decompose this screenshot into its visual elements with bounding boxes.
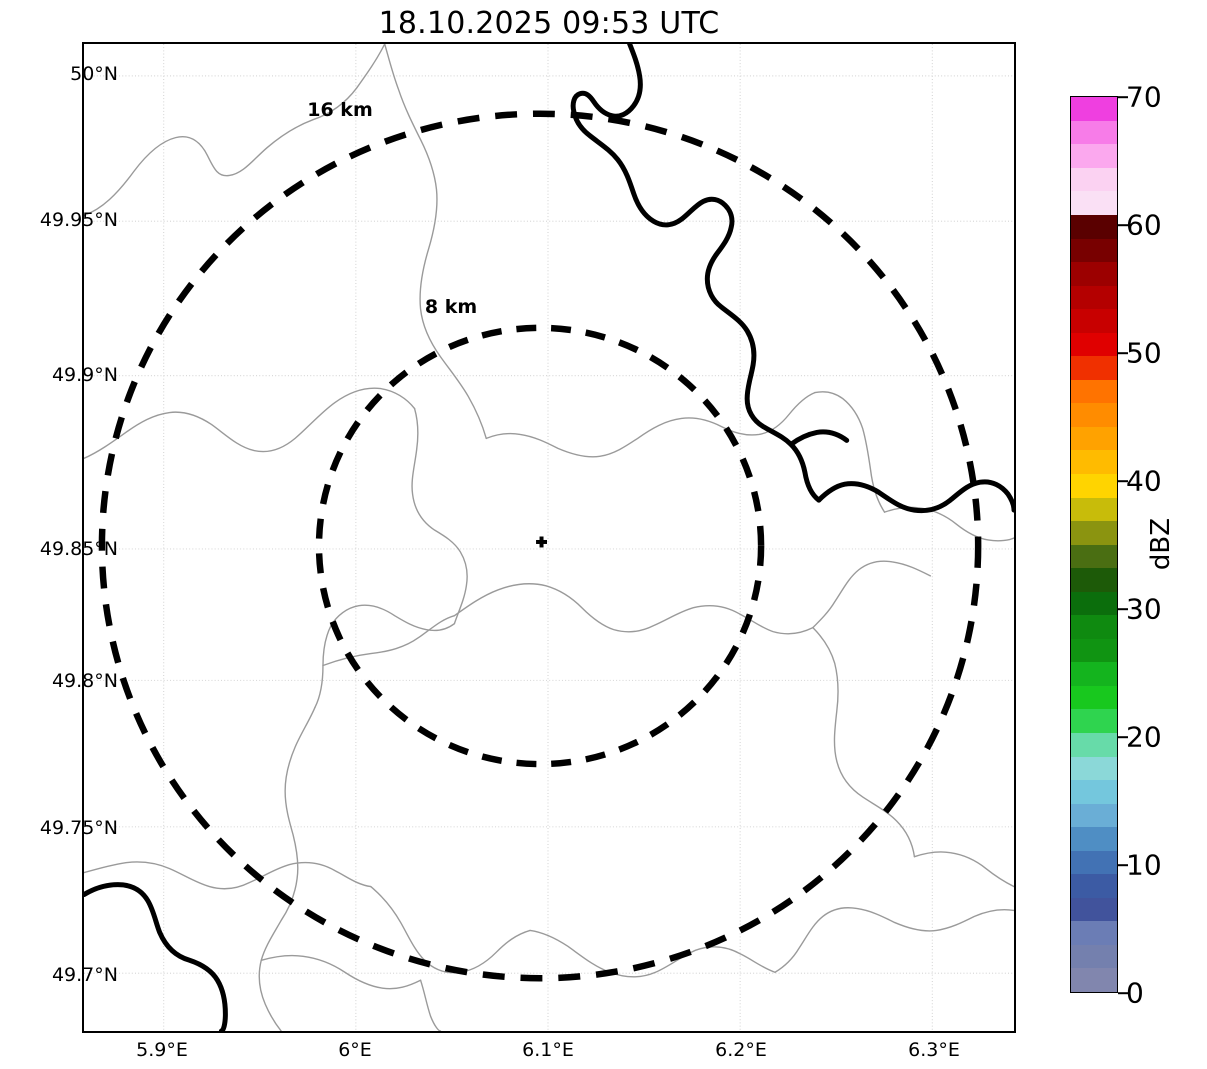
colorbar-band bbox=[1071, 897, 1117, 922]
colorbar-tickmark bbox=[1118, 352, 1128, 354]
gridlines bbox=[84, 44, 1014, 1031]
colorbar-band bbox=[1071, 450, 1117, 474]
range-ring-label-8km: 8 km bbox=[424, 296, 478, 318]
colorbar-band bbox=[1071, 780, 1117, 804]
radar-center-marker bbox=[536, 536, 548, 548]
colorbar-tick-label: 0 bbox=[1126, 976, 1144, 1010]
colorbar-tickmark bbox=[1118, 96, 1128, 98]
ytick-label: 49.9°N bbox=[51, 364, 118, 386]
colorbar-tickmark bbox=[1118, 480, 1128, 482]
colorbar-band bbox=[1071, 944, 1117, 969]
colorbar-tick-label: 30 bbox=[1126, 592, 1162, 626]
colorbar-axis-label: dBZ bbox=[1146, 517, 1176, 571]
xtick-label: 6.2°E bbox=[715, 1039, 767, 1061]
national-border bbox=[84, 44, 1014, 1031]
colorbar-band bbox=[1071, 285, 1117, 310]
xtick-label: 6.3°E bbox=[908, 1039, 960, 1061]
colorbar-band bbox=[1071, 497, 1117, 522]
colorbar-band bbox=[1071, 968, 1117, 992]
colorbar-band bbox=[1071, 426, 1117, 451]
colorbar-band bbox=[1071, 591, 1117, 616]
colorbar-band bbox=[1071, 756, 1117, 781]
colorbar-band bbox=[1071, 662, 1117, 686]
colorbar-band bbox=[1071, 120, 1117, 145]
colorbar-band bbox=[1071, 803, 1117, 828]
colorbar-band bbox=[1071, 144, 1117, 168]
colorbar-band bbox=[1071, 709, 1117, 733]
range-ring-16km bbox=[98, 110, 982, 982]
colorbar-band bbox=[1071, 568, 1117, 592]
map-axes bbox=[82, 42, 1016, 1033]
colorbar-tick-label: 60 bbox=[1126, 208, 1162, 242]
range-ring-label-16km: 16 km bbox=[307, 99, 373, 121]
colorbar-band bbox=[1071, 403, 1117, 427]
colorbar-band bbox=[1071, 379, 1117, 404]
colorbar-tick-label: 20 bbox=[1126, 720, 1162, 754]
colorbar-tickmark bbox=[1118, 736, 1128, 738]
colorbar-band bbox=[1071, 262, 1117, 286]
colorbar-band bbox=[1071, 238, 1117, 263]
colorbar-band bbox=[1071, 544, 1117, 569]
range-ring-8km bbox=[315, 324, 765, 768]
ytick-label: 50°N bbox=[70, 63, 118, 85]
colorbar-band bbox=[1071, 874, 1117, 898]
colorbar-tick-label: 50 bbox=[1126, 336, 1162, 370]
colorbar-band bbox=[1071, 850, 1117, 875]
colorbar-band bbox=[1071, 827, 1117, 851]
colorbar-band bbox=[1071, 685, 1117, 710]
colorbar-tickmark bbox=[1118, 864, 1128, 866]
colorbar-tick-label: 40 bbox=[1126, 464, 1162, 498]
colorbar-band bbox=[1071, 921, 1117, 945]
colorbar-band bbox=[1071, 191, 1117, 215]
colorbar-band bbox=[1071, 473, 1117, 498]
colorbar-tickmark bbox=[1118, 608, 1128, 610]
page-title: 18.10.2025 09:53 UTC bbox=[378, 5, 720, 41]
colorbar-band bbox=[1071, 521, 1117, 545]
colorbar-tickmark bbox=[1118, 992, 1128, 994]
map-vector-layer bbox=[84, 44, 1014, 1031]
ytick-label: 49.8°N bbox=[51, 670, 118, 692]
colorbar-band bbox=[1071, 167, 1117, 192]
colorbar-band bbox=[1071, 214, 1117, 239]
colorbar-band bbox=[1071, 732, 1117, 757]
xtick-label: 6.1°E bbox=[522, 1039, 574, 1061]
colorbar-band bbox=[1071, 97, 1117, 121]
range-rings bbox=[98, 110, 982, 982]
colorbar-band bbox=[1071, 615, 1117, 639]
colorbar-band bbox=[1071, 638, 1117, 663]
colorbar-tickmark bbox=[1118, 224, 1128, 226]
ytick-label: 49.85°N bbox=[39, 538, 118, 560]
map-canvas bbox=[84, 44, 1014, 1031]
xtick-label: 5.9°E bbox=[136, 1039, 188, 1061]
ytick-label: 49.75°N bbox=[39, 817, 118, 839]
colorbar-tick-label: 70 bbox=[1126, 80, 1162, 114]
ytick-label: 49.7°N bbox=[51, 964, 118, 986]
ytick-label: 49.95°N bbox=[39, 209, 118, 231]
colorbar bbox=[1070, 96, 1118, 993]
xtick-label: 6°E bbox=[338, 1039, 372, 1061]
colorbar-band bbox=[1071, 309, 1117, 333]
colorbar-tick-label: 10 bbox=[1126, 848, 1162, 882]
colorbar-band bbox=[1071, 332, 1117, 357]
admin-boundaries bbox=[84, 44, 1014, 1031]
colorbar-band bbox=[1071, 356, 1117, 380]
